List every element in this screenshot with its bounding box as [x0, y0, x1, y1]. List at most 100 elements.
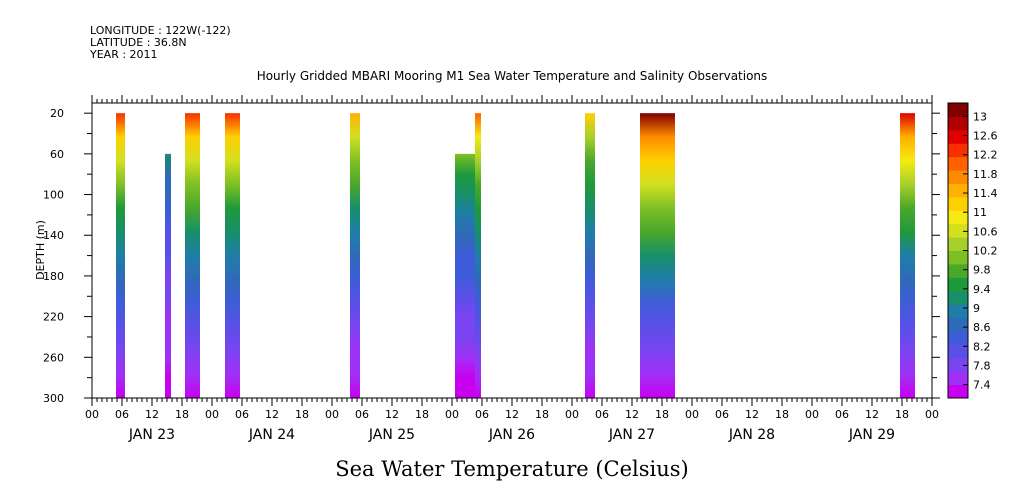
day-label: JAN 27: [608, 427, 655, 443]
x-tick-label: 12: [265, 408, 279, 421]
x-tick-label: 00: [445, 408, 459, 421]
colorbar-segment: [948, 250, 968, 265]
data-column: [585, 113, 595, 398]
colorbar-label: 10.2: [973, 245, 998, 258]
colorbar-segment: [948, 143, 968, 158]
colorbar-label: 9: [973, 302, 980, 315]
x-tick-label: 18: [175, 408, 189, 421]
y-tick-label: 100: [43, 189, 64, 202]
colorbar-segment: [948, 384, 968, 399]
colorbar-label: 11: [973, 206, 987, 219]
colorbar-segment: [948, 263, 968, 278]
colorbar-segment: [948, 156, 968, 171]
colorbar-segment: [948, 237, 968, 251]
x-tick-label: 00: [805, 408, 819, 421]
data-column: [455, 153, 475, 398]
y-tick-label: 220: [43, 311, 64, 324]
colorbar-segment: [948, 371, 968, 386]
day-label: JAN 28: [728, 427, 775, 443]
colorbar-segment: [948, 129, 968, 144]
x-axis: 00 06 12 18 00 06 12 18 00 06 12 18 00 06 12 18 00 06 12 18…: [85, 95, 939, 443]
x-tick-label: 18: [895, 408, 909, 421]
colorbar-label: 8.2: [973, 340, 991, 353]
x-tick-label: 00: [85, 408, 99, 421]
colorbar-segment: [948, 170, 968, 184]
colorbar-segment: [948, 223, 968, 238]
colorbar-label: 8.6: [973, 321, 991, 334]
colorbar-segment: [948, 357, 968, 372]
x-tick-label: 18: [535, 408, 549, 421]
x-tick-label: 12: [745, 408, 759, 421]
y-tick-label: 140: [43, 229, 64, 242]
colorbar-label: 7.4: [973, 379, 991, 392]
x-tick-label: 06: [115, 408, 129, 421]
day-label: JAN 29: [848, 427, 895, 443]
latitude-label: LATITUDE : 36.8N: [90, 36, 187, 49]
y-axis-label: DEPTH (m): [34, 220, 47, 280]
x-tick-label: 12: [865, 408, 879, 421]
x-tick-label: 06: [835, 408, 849, 421]
x-tick-label: 12: [625, 408, 639, 421]
colorbar-segment: [948, 103, 968, 117]
data-column: [185, 113, 200, 398]
colorbar-segment: [948, 330, 968, 345]
y-tick-label: 180: [43, 270, 64, 283]
y-tick-label: 20: [50, 107, 64, 120]
x-tick-label: 00: [685, 408, 699, 421]
data-column: [350, 113, 360, 398]
day-label: JAN 23: [128, 427, 175, 443]
year-label: YEAR : 2011: [90, 48, 158, 61]
data-column: [640, 113, 675, 398]
colorbar-label: 11.8: [973, 168, 998, 181]
day-label: JAN 26: [488, 427, 535, 443]
y-tick-label: 300: [43, 392, 64, 405]
data-column: [116, 113, 125, 398]
colorbar-segment: [948, 210, 968, 225]
colorbar-segment: [948, 277, 968, 292]
plot-frame: [91, 102, 933, 399]
x-tick-label: 06: [235, 408, 249, 421]
colorbar-label: 12.6: [973, 130, 998, 143]
colorbar-label: 10.6: [973, 225, 998, 238]
longitude-label: LONGITUDE : 122W(-122): [90, 24, 231, 37]
x-tick-label: 18: [775, 408, 789, 421]
colorbar: 7.4 7.8 8.2 8.6 9 9.4 9.8 10.2 10.6 11 11.4 11.8 12.…: [947, 102, 998, 399]
colorbar-label: 12.2: [973, 149, 998, 162]
colorbar-segment: [948, 116, 968, 131]
day-label: JAN 24: [248, 427, 295, 443]
colorbar-segment: [948, 196, 968, 211]
x-tick-label: 06: [355, 408, 369, 421]
x-tick-label: 06: [475, 408, 489, 421]
colorbar-segment: [948, 344, 968, 359]
colorbar-segment: [948, 304, 968, 319]
colorbar-label: 9.8: [973, 264, 991, 277]
x-tick-label: 12: [385, 408, 399, 421]
data-column: [225, 113, 240, 398]
y-tick-label: 60: [50, 148, 64, 161]
data-column: [900, 113, 915, 398]
x-tick-label: 00: [325, 408, 339, 421]
x-tick-label: 18: [415, 408, 429, 421]
colorbar-segment: [948, 290, 968, 305]
x-tick-label: 12: [145, 408, 159, 421]
chart-title: Hourly Gridded MBARI Mooring M1 Sea Wate…: [257, 69, 768, 83]
day-label: JAN 25: [368, 427, 415, 443]
colorbar-segment: [948, 183, 968, 198]
y-axis: 20 60 100 140 180 220 260 300: [43, 107, 940, 405]
data-columns: [116, 113, 915, 398]
colorbar-segment: [948, 317, 968, 332]
x-tick-label: 00: [925, 408, 939, 421]
x-tick-label: 06: [595, 408, 609, 421]
data-column: [475, 113, 481, 398]
colorbar-label: 9.4: [973, 283, 991, 296]
x-tick-label: 18: [295, 408, 309, 421]
y-tick-label: 260: [43, 351, 64, 364]
x-tick-label: 06: [715, 408, 729, 421]
x-axis-label: Sea Water Temperature (Celsius): [335, 457, 689, 481]
colorbar-label: 13: [973, 110, 987, 123]
x-tick-label: 00: [565, 408, 579, 421]
colorbar-label: 7.8: [973, 359, 991, 372]
data-column: [165, 153, 171, 398]
x-tick-label: 00: [205, 408, 219, 421]
